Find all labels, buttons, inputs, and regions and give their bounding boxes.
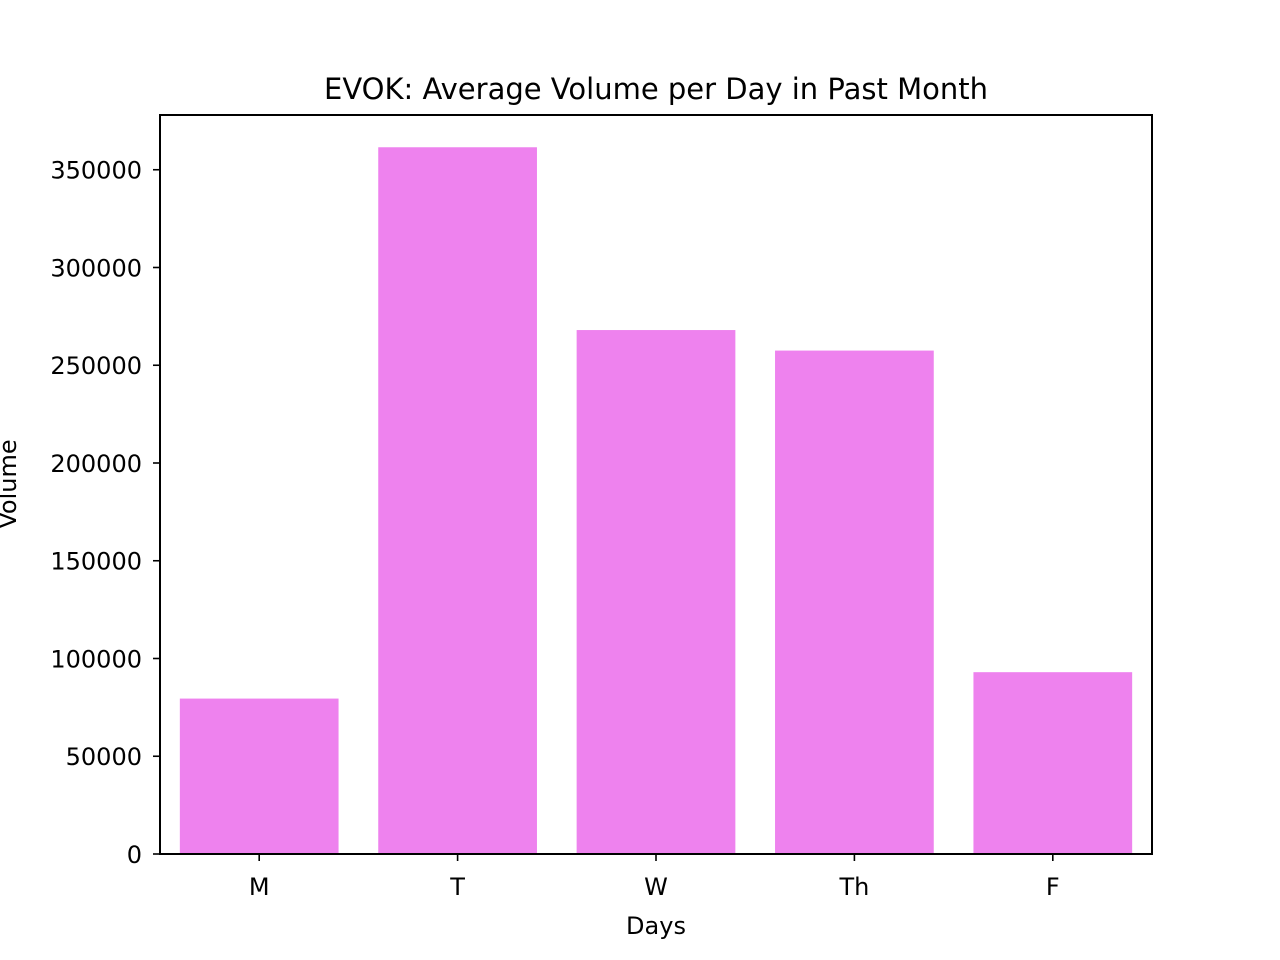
y-axis-title: Volume (0, 439, 22, 528)
y-tick-label: 50000 (66, 743, 142, 771)
x-tick-label: Th (838, 873, 869, 901)
y-tick-label: 300000 (50, 254, 142, 282)
x-axis: M T W Th F (249, 854, 1060, 901)
x-tick-label: F (1046, 873, 1060, 901)
bar-th (775, 350, 934, 854)
bars-layer (179, 147, 1133, 854)
y-tick-label: 100000 (50, 645, 142, 673)
y-tick-label: 250000 (50, 352, 142, 380)
bar-f (973, 672, 1133, 854)
y-tick-label: 350000 (50, 157, 142, 185)
x-tick-label: T (449, 873, 465, 901)
y-axis: 0 50000 100000 150000 200000 250000 300000 3500… (50, 157, 160, 869)
x-tick-label: M (249, 873, 270, 901)
chart-title: EVOK: Average Volume per Day in Past Mon… (324, 72, 988, 106)
bar-t (378, 147, 537, 854)
bar-w (576, 330, 736, 854)
y-tick-label: 0 (127, 841, 142, 869)
y-tick-label: 200000 (50, 450, 142, 478)
bar-m (179, 698, 339, 854)
x-tick-label: W (644, 873, 668, 901)
x-axis-title: Days (626, 912, 686, 940)
plot-frame (159, 114, 1153, 855)
y-tick-label: 150000 (50, 548, 142, 576)
